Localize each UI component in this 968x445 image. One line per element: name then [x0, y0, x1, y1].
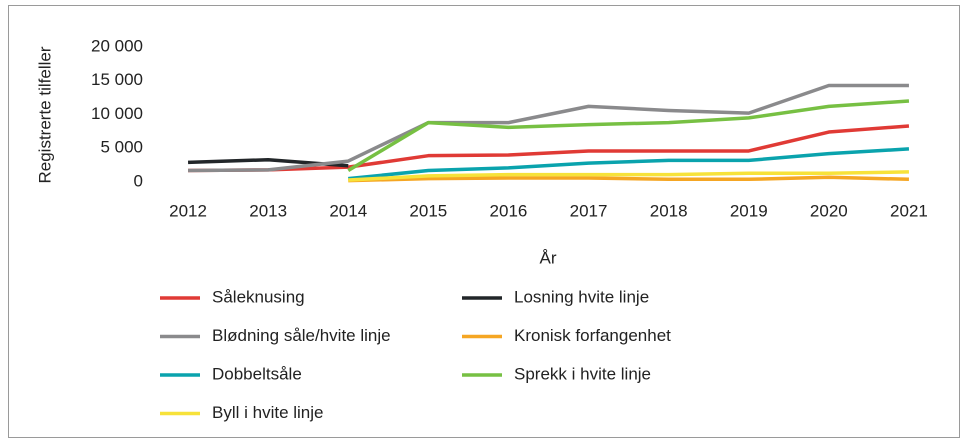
- y-tick-label: 0: [134, 171, 143, 190]
- x-tick-label: 2019: [730, 201, 768, 220]
- series-line: [348, 170, 909, 182]
- legend-label: Kronisk forfangenhet: [514, 326, 671, 345]
- y-tick-label: 10 000: [91, 104, 143, 123]
- x-tick-label: 2016: [490, 201, 528, 220]
- series-line: [347, 99, 910, 173]
- y-tick-label: 15 000: [91, 70, 143, 89]
- legend-label: Sprekk i hvite linje: [514, 364, 651, 383]
- x-tick-label: 2012: [169, 201, 207, 220]
- series-line: [188, 124, 910, 173]
- legend-label: Byll i hvite linje: [212, 403, 324, 422]
- x-tick-label: 2017: [570, 201, 608, 220]
- legend-label: Såleknusing: [212, 287, 305, 306]
- y-tick-label: 5 000: [100, 138, 143, 157]
- series-line: [348, 175, 909, 183]
- y-axis-label: Registrerte tilfeller: [35, 46, 54, 183]
- legend-label: Blødning såle/hvite linje: [212, 326, 391, 345]
- x-tick-label: 2018: [650, 201, 688, 220]
- x-tick-label: 2015: [409, 201, 447, 220]
- series-line: [348, 147, 910, 181]
- y-tick-label: 20 000: [91, 36, 143, 55]
- x-tick-label: 2021: [890, 201, 928, 220]
- legend-label: Dobbeltsåle: [212, 364, 302, 383]
- series-line: [188, 83, 909, 173]
- x-axis-label: År: [540, 248, 557, 267]
- legend-label: Losning hvite linje: [514, 287, 649, 306]
- x-tick-label: 2013: [249, 201, 287, 220]
- frame: [8, 5, 960, 438]
- x-tick-label: 2020: [810, 201, 848, 220]
- x-tick-label: 2014: [329, 201, 367, 220]
